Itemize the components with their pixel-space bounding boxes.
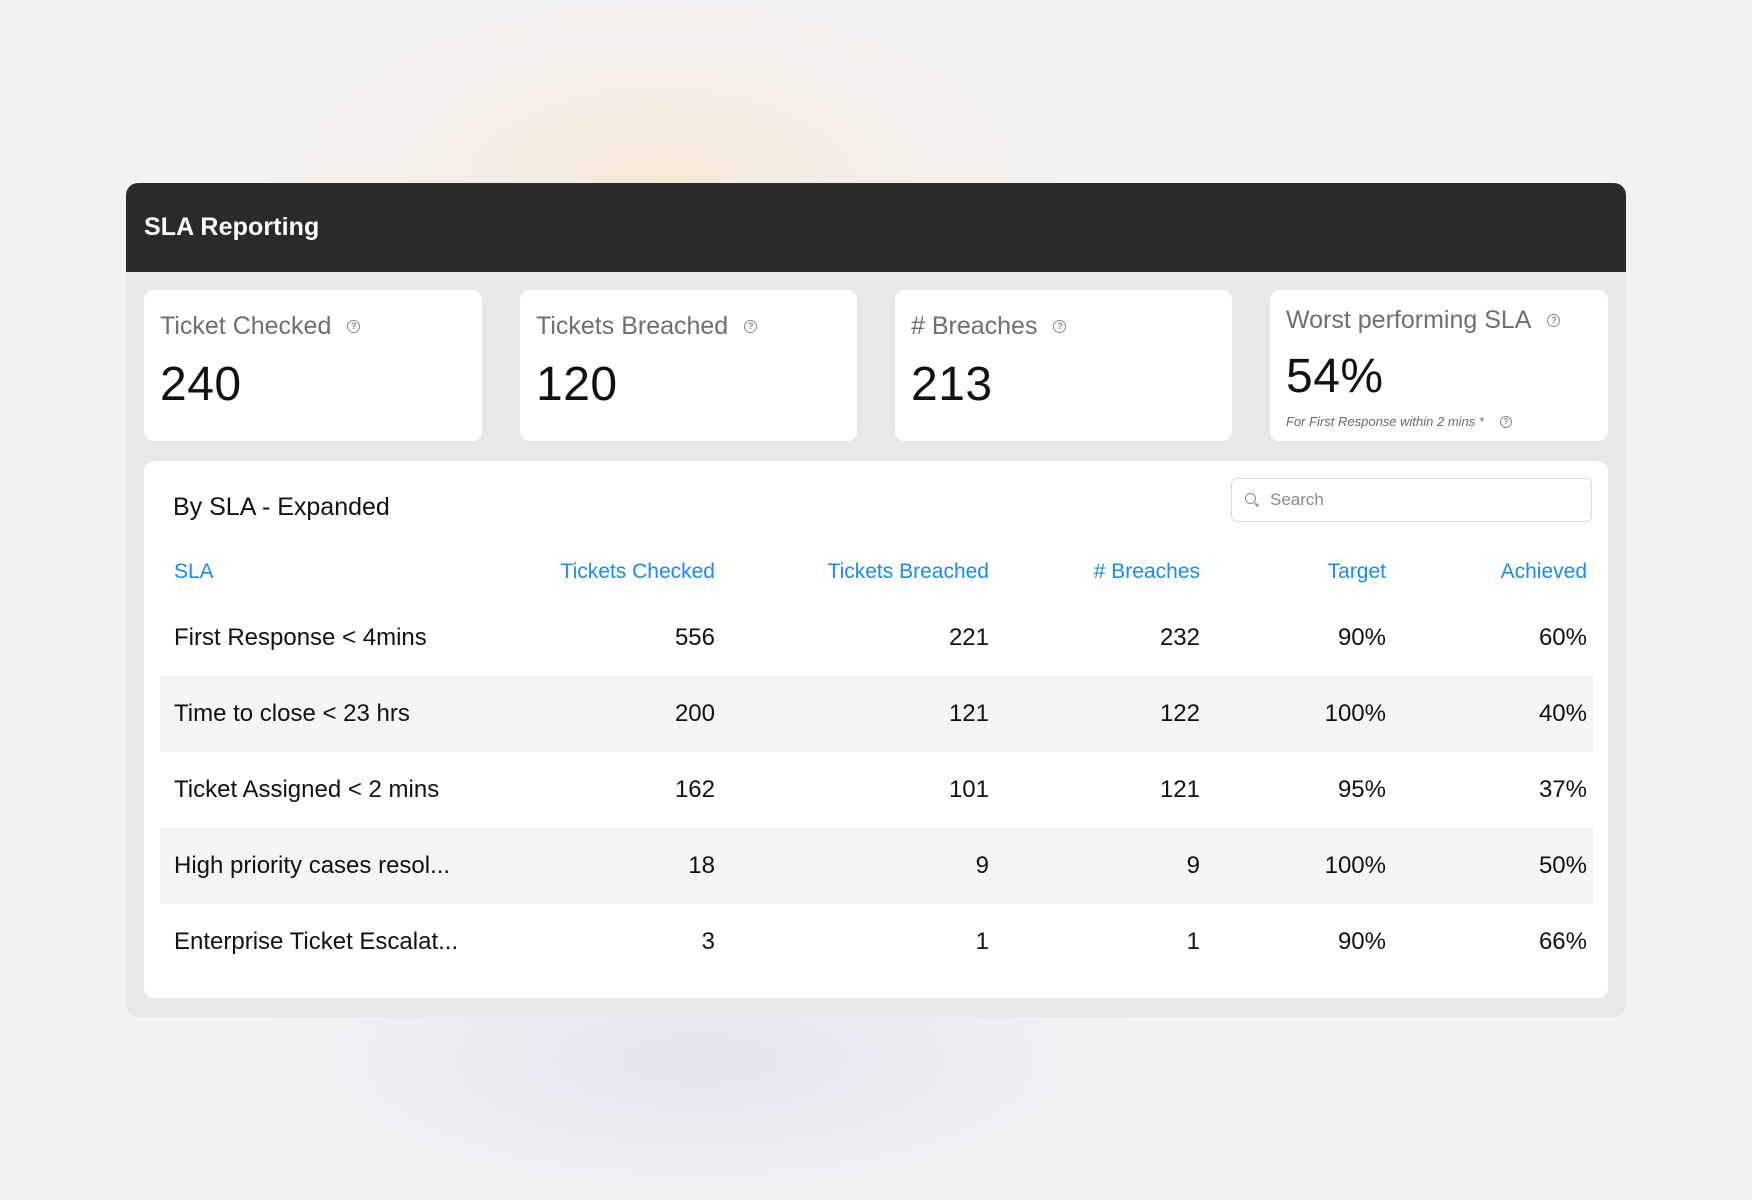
sla-reporting-window: SLA Reporting Ticket Checked ? 240 Ticke… <box>126 183 1626 1017</box>
card-label: Tickets Breached <box>536 312 729 340</box>
cell-target: 100% <box>1206 676 1392 752</box>
cell-target: 95% <box>1337 776 1386 803</box>
cell-target: 90% <box>1337 624 1386 651</box>
column-header-breaches[interactable]: # Breaches <box>1093 560 1200 583</box>
help-icon[interactable]: ? <box>1547 314 1561 327</box>
cell-achieved: 37% <box>1538 776 1587 803</box>
card-label: Ticket Checked <box>160 312 332 340</box>
column-header-tickets-checked[interactable]: Tickets Checked <box>560 560 715 583</box>
cell-tickets-checked: 162 <box>674 776 715 803</box>
cell-tickets-checked: 3 <box>701 928 715 955</box>
window-title: SLA Reporting <box>144 213 320 241</box>
cell-sla-name: High priority cases resol... <box>160 828 490 904</box>
cell-achieved: 60% <box>1538 624 1587 651</box>
card-value: 120 <box>536 358 618 411</box>
cell-breaches: 1 <box>1186 928 1200 955</box>
help-icon[interactable]: ? <box>744 320 758 333</box>
table-row[interactable]: Ticket Assigned < 2 mins 162 101 121 95%… <box>160 752 1593 828</box>
column-header-sla[interactable]: SLA <box>174 560 214 583</box>
title-bar: SLA Reporting <box>126 183 1626 272</box>
by-sla-table-panel: By SLA - Expanded SLA Tickets Checked Ti… <box>144 461 1608 998</box>
card-value: 213 <box>911 358 993 411</box>
help-icon[interactable]: ? <box>1053 320 1067 333</box>
cell-tickets-checked: 18 <box>490 828 721 904</box>
sla-table: SLA Tickets Checked Tickets Breached # B… <box>160 544 1593 980</box>
cell-tickets-breached: 9 <box>721 828 995 904</box>
help-icon[interactable]: ? <box>347 320 361 333</box>
cell-sla-name: First Response < 4mins <box>174 624 427 651</box>
search-box[interactable] <box>1231 478 1592 522</box>
breaches-card: # Breaches ? 213 <box>895 290 1232 441</box>
table-row[interactable]: High priority cases resol... 18 9 9 100%… <box>160 828 1593 904</box>
cell-achieved: 50% <box>1392 828 1593 904</box>
card-label: # Breaches <box>911 312 1038 340</box>
card-value: 240 <box>160 358 242 411</box>
card-label: Worst performing SLA <box>1286 306 1532 334</box>
table-row[interactable]: Enterprise Ticket Escalat... 3 1 1 90% 6… <box>160 904 1593 980</box>
cell-achieved: 40% <box>1392 676 1593 752</box>
cell-tickets-checked: 200 <box>490 676 721 752</box>
cell-breaches: 121 <box>1159 776 1200 803</box>
help-icon[interactable]: ? <box>1499 415 1512 428</box>
worst-performing-sla-card: Worst performing SLA ? 54% For First Res… <box>1270 290 1608 441</box>
cell-sla-name: Time to close < 23 hrs <box>160 676 490 752</box>
cell-breaches: 122 <box>995 676 1206 752</box>
cell-target: 90% <box>1337 928 1386 955</box>
column-header-tickets-breached[interactable]: Tickets Breached <box>827 560 989 583</box>
card-note: For First Response within 2 mins * <box>1286 414 1484 429</box>
cell-sla-name: Ticket Assigned < 2 mins <box>174 776 440 803</box>
cell-tickets-checked: 556 <box>674 624 715 651</box>
card-value: 54% <box>1286 350 1384 403</box>
column-header-target[interactable]: Target <box>1327 560 1386 583</box>
cell-breaches: 232 <box>1159 624 1200 651</box>
cell-tickets-breached: 101 <box>948 776 989 803</box>
cell-tickets-breached: 1 <box>975 928 989 955</box>
cell-sla-name: Enterprise Ticket Escalat... <box>174 928 459 955</box>
cell-target: 100% <box>1206 828 1392 904</box>
cell-achieved: 66% <box>1538 928 1587 955</box>
search-input[interactable] <box>1270 490 1570 510</box>
table-header-row: SLA Tickets Checked Tickets Breached # B… <box>160 544 1593 600</box>
table-row[interactable]: Time to close < 23 hrs 200 121 122 100% … <box>160 676 1593 752</box>
cell-tickets-breached: 221 <box>948 624 989 651</box>
search-icon <box>1244 492 1260 508</box>
cell-tickets-breached: 121 <box>721 676 995 752</box>
column-header-achieved[interactable]: Achieved <box>1500 560 1587 583</box>
summary-cards: Ticket Checked ? 240 Tickets Breached ? … <box>144 290 1608 441</box>
cell-breaches: 9 <box>995 828 1206 904</box>
table-row[interactable]: First Response < 4mins 556 221 232 90% 6… <box>160 600 1593 676</box>
ticket-checked-card: Ticket Checked ? 240 <box>144 290 482 441</box>
panel-title: By SLA - Expanded <box>173 493 390 521</box>
tickets-breached-card: Tickets Breached ? 120 <box>520 290 857 441</box>
